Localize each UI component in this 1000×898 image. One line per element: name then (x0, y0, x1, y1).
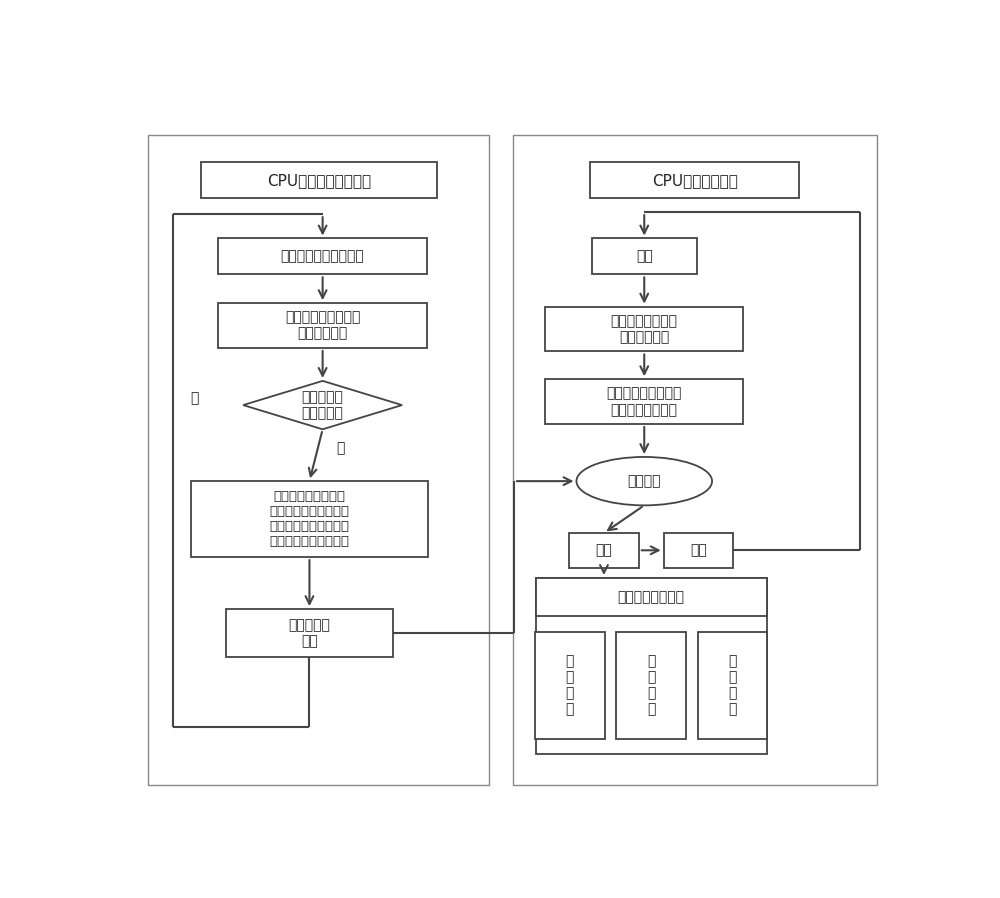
Text: 有效: 有效 (596, 543, 612, 558)
Text: 否则: 否则 (690, 543, 707, 558)
FancyBboxPatch shape (201, 163, 437, 198)
FancyBboxPatch shape (218, 239, 427, 275)
Text: 休眠: 休眠 (636, 250, 653, 263)
FancyBboxPatch shape (590, 163, 799, 198)
FancyBboxPatch shape (569, 533, 639, 568)
Polygon shape (243, 381, 402, 429)
Text: 否: 否 (337, 441, 345, 455)
Ellipse shape (576, 457, 712, 506)
FancyBboxPatch shape (535, 631, 605, 739)
Text: 相
位
校
正: 相 位 校 正 (728, 654, 737, 717)
Text: CPU通道数据采集任务: CPU通道数据采集任务 (267, 172, 371, 188)
Text: CPU通道校正任务: CPU通道校正任务 (652, 172, 738, 188)
Text: 数据准备好
标志有效？: 数据准备好 标志有效？ (302, 390, 344, 420)
FancyBboxPatch shape (148, 136, 489, 786)
Text: 定时触发采集通道数据: 定时触发采集通道数据 (281, 250, 364, 263)
FancyBboxPatch shape (191, 481, 428, 557)
Text: 检查有无上位机下
发的校正命令: 检查有无上位机下 发的校正命令 (611, 314, 678, 344)
FancyBboxPatch shape (545, 306, 743, 351)
Text: 启动相应校正模块: 启动相应校正模块 (618, 590, 685, 604)
FancyBboxPatch shape (545, 379, 743, 424)
FancyBboxPatch shape (512, 136, 877, 786)
Text: 备份需要的通道数据
，完成备份后，给出数
据准备好标志有效，否
则数据准备好标志无效: 备份需要的通道数据 ，完成备份后，给出数 据准备好标志有效，否 则数据准备好标志… (269, 490, 349, 548)
FancyBboxPatch shape (226, 609, 393, 657)
Text: 通道数据的连续性和
有效性的判断: 通道数据的连续性和 有效性的判断 (285, 311, 360, 340)
Text: 是: 是 (190, 392, 198, 405)
Text: 判断标志: 判断标志 (628, 474, 661, 489)
Text: 系
数
校
正: 系 数 校 正 (647, 654, 655, 717)
FancyBboxPatch shape (592, 239, 697, 275)
Text: 零
漂
校
正: 零 漂 校 正 (566, 654, 574, 717)
Text: 检查校正所需要的通
道数据是否准备好: 检查校正所需要的通 道数据是否准备好 (607, 386, 682, 417)
FancyBboxPatch shape (536, 578, 767, 754)
FancyBboxPatch shape (536, 578, 767, 616)
Text: 数据准备好
标志: 数据准备好 标志 (289, 618, 330, 648)
FancyBboxPatch shape (664, 533, 733, 568)
FancyBboxPatch shape (218, 304, 427, 348)
FancyBboxPatch shape (616, 631, 686, 739)
FancyBboxPatch shape (698, 631, 767, 739)
